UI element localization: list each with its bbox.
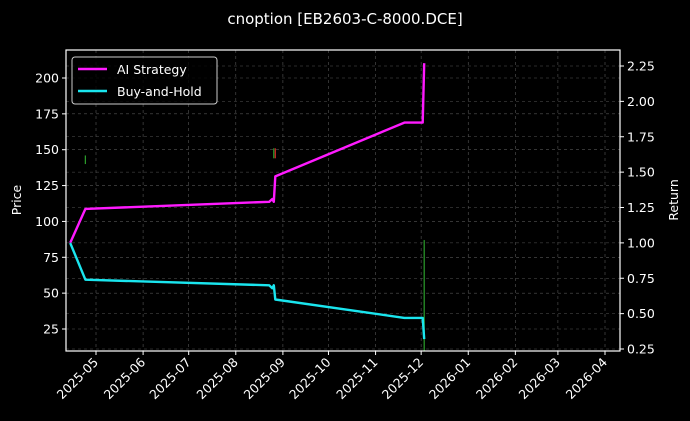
y-axis-right: 0.25 0.50 0.75 1.00 1.25 1.50 1.75 2.00 2.25: [620, 59, 655, 357]
y2-tick-label: 1.25: [627, 200, 655, 215]
y2-tick-label: 1.75: [627, 129, 655, 144]
y-tick-label: 100: [35, 214, 59, 229]
y2-tick-label: 0.50: [627, 306, 655, 321]
y2-tick-label: 1.50: [627, 165, 655, 180]
plot-frame: [65, 49, 621, 352]
y2-tick-label: 2.00: [627, 94, 655, 109]
y-tick-label: 200: [35, 71, 59, 86]
y2-tick-label: 0.25: [627, 342, 655, 357]
y-tick-label: 75: [43, 250, 59, 265]
series-ai-strategy: [69, 63, 426, 244]
series-lines: [69, 63, 426, 340]
chart-title: cnoption [EB2603-C-8000.DCE]: [227, 10, 462, 28]
y-axis-left: 25 50 75 100 125 150 175 200: [35, 71, 66, 337]
y-axis-title: Price: [9, 184, 24, 215]
y-tick-label: 150: [35, 142, 59, 157]
y-tick-label: 125: [35, 178, 59, 193]
legend-label-buy-and-hold: Buy-and-Hold: [117, 84, 202, 99]
y2-tick-label: 1.00: [627, 235, 655, 250]
series-buy-and-hold: [69, 242, 426, 340]
y-tick-label: 50: [43, 286, 59, 301]
y-tick-label: 175: [35, 106, 59, 121]
legend: AI Strategy Buy-and-Hold: [71, 56, 218, 105]
y2-tick-label: 2.25: [627, 59, 655, 74]
legend-box: [71, 56, 218, 105]
y-tick-label: 25: [43, 322, 59, 337]
y2-axis-title: Return: [666, 179, 681, 220]
legend-label-ai-strategy: AI Strategy: [117, 62, 187, 77]
y2-tick-label: 0.75: [627, 271, 655, 286]
